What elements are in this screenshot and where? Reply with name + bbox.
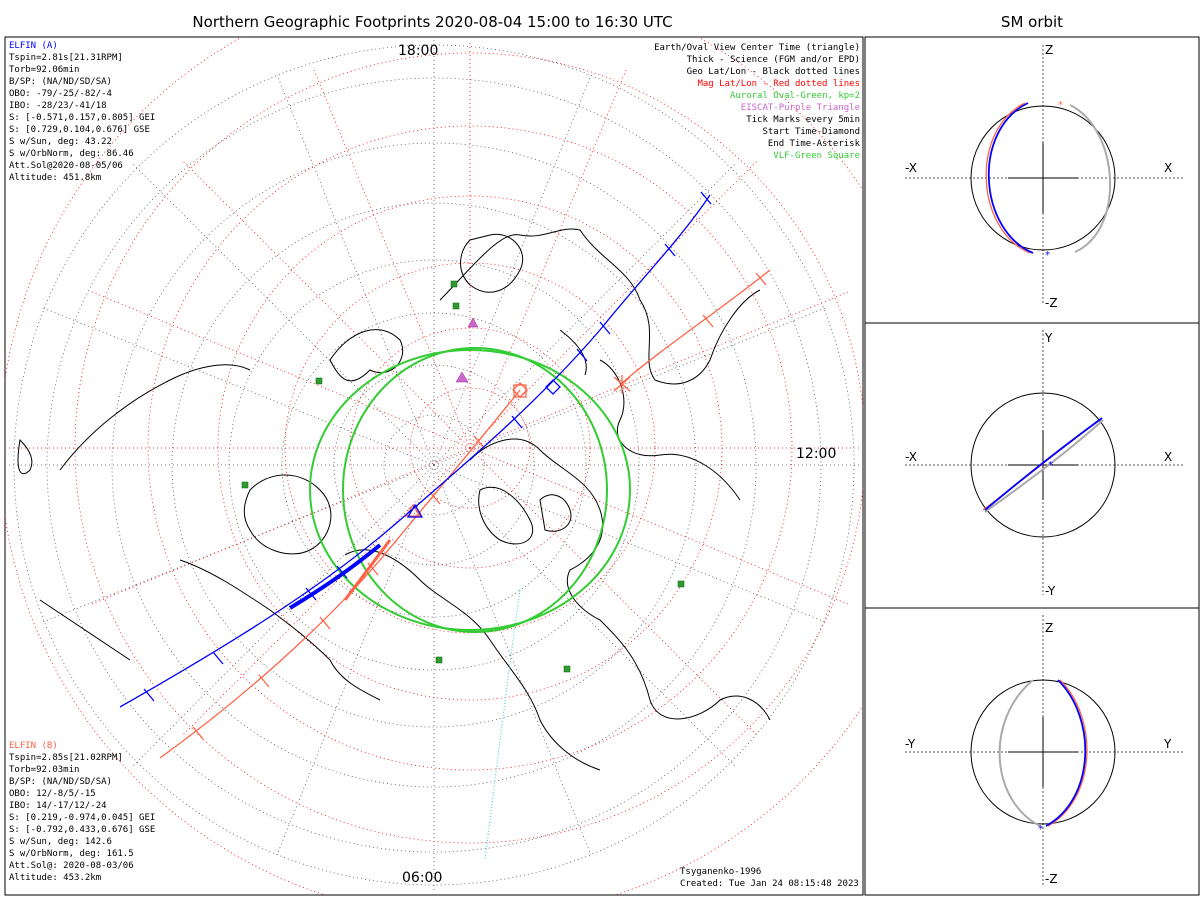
elfin-a-line: S w/Sun, deg: 43.22: [9, 137, 112, 147]
orbit-panel-xz: * *: [905, 45, 1185, 305]
elfin-b-line: Att.Sol@: 2020-08-03/06: [9, 861, 134, 871]
panel2-top-label: Y: [1045, 331, 1053, 345]
panel1-right-label: X: [1164, 161, 1173, 175]
mag-longitude-grid: [8, 40, 860, 737]
created-label: Created: Tue Jan 24 08:15:48 2023: [680, 879, 859, 889]
elfin-b-info: ELFIN (B) Tspin=2.85s[21.02RPM] Torb=92.…: [9, 740, 155, 884]
elfin-b-line: OBO: 12/-8/5/-15: [9, 789, 96, 799]
elfin-b-line: S w/OrbNorm, deg: 161.5: [9, 849, 134, 859]
footer: Tsyganenko-1996 Created: Tue Jan 24 08:1…: [680, 866, 859, 890]
elfin-a-track: [119, 191, 712, 708]
elfin-b-name: ELFIN (B): [9, 741, 58, 751]
panel3-top-label: Z: [1045, 621, 1054, 635]
panel3-bottom-label: -Z: [1045, 872, 1058, 886]
eiscat-triangles: [455, 317, 479, 383]
elfin-b-track: [159, 269, 771, 759]
elfin-b-line: S: [-0.792,0.433,0.676] GSE: [9, 825, 156, 835]
elfin-b-line: S w/Sun, deg: 142.6: [9, 837, 112, 847]
elfin-a-ticks: [143, 191, 712, 702]
svg-text:*: *: [1048, 460, 1053, 471]
elfin-a-line: S w/OrbNorm, deg: 86.46: [9, 149, 134, 159]
panel3-left-label: -Y: [905, 737, 916, 751]
elfin-b-end-asterisk: [613, 375, 631, 393]
elfin-a-line: Torb=92.06min: [9, 65, 80, 75]
elfin-b-view-marker: [513, 384, 527, 398]
legend-item: VLF-Green Square: [773, 151, 860, 161]
elfin-a-center-triangle: [406, 503, 424, 518]
main-title: Northern Geographic Footprints 2020-08-0…: [192, 13, 673, 31]
legend-item: Thick - Science (FGM and/or EPD): [686, 55, 860, 65]
elfin-b-ticks: [192, 272, 767, 740]
elfin-a-line: OBO: -79/-25/-82/-4: [9, 89, 112, 99]
elfin-a-line: Att.Sol@2020-08-05/06: [9, 161, 123, 171]
elfin-b-line: B/SP: (NA/ND/SD/SA): [9, 777, 112, 787]
legend: Earth/Oval View Center Time (triangle) T…: [654, 42, 860, 162]
panel2-left-label: -X: [905, 450, 917, 464]
elfin-a-start-diamond: [545, 379, 561, 395]
time-label-right: 12:00: [796, 446, 837, 462]
legend-item: Tick Marks every 5min: [746, 115, 860, 125]
panel1-bottom-label: -Z: [1045, 296, 1058, 310]
svg-text:*: *: [1038, 824, 1043, 835]
vlf-stations: [241, 280, 685, 673]
orbit-panel-yz: *: [905, 615, 1185, 885]
elfin-b-line: IBO: 14/-17/12/-24: [9, 801, 107, 811]
panel1-top-label: Z: [1045, 43, 1054, 57]
orbit-frame: [864, 36, 1200, 896]
elfin-b-line: Torb=92.03min: [9, 765, 80, 775]
svg-text:*: *: [1058, 100, 1063, 111]
legend-item: Geo Lat/Lon - Black dotted lines: [686, 67, 860, 77]
geo-longitude-grid: [8, 40, 860, 890]
legend-item: Start Time-Diamond: [762, 127, 860, 137]
cyan-dotted-track: [484, 589, 521, 861]
panel3-right-label: Y: [1164, 737, 1172, 751]
elfin-b-line: S: [0.219,-0.974,0.045] GEI: [9, 813, 156, 823]
model-label: Tsyganenko-1996: [680, 867, 762, 877]
elfin-a-line: IBO: -28/23/-41/18: [9, 101, 107, 111]
elfin-a-line: S: [-0.571,0.157,0.805] GEI: [9, 113, 156, 123]
panel2-bottom-label: -Y: [1045, 584, 1056, 598]
legend-item: EISCAT-Purple Triangle: [740, 103, 860, 113]
elfin-b-line: Altitude: 453.2km: [9, 873, 102, 883]
legend-item: Earth/Oval View Center Time (triangle): [654, 43, 860, 53]
time-label-bottom: 06:00: [402, 870, 443, 886]
panel2-right-label: X: [1164, 450, 1173, 464]
elfin-a-name: ELFIN (A): [9, 41, 58, 51]
map-frame: [4, 36, 864, 896]
time-label-top: 18:00: [398, 43, 439, 59]
elfin-a-line: B/SP: (NA/ND/SD/SA): [9, 77, 112, 87]
svg-text:*: *: [1045, 250, 1050, 261]
legend-item: Auroral Oval-Green, kp=2: [729, 91, 860, 101]
elfin-a-line: S: [0.729,0.104,0.676] GSE: [9, 125, 150, 135]
orbit-panel-xy: *: [905, 330, 1185, 595]
elfin-a-line: Tspin=2.81s[21.31RPM]: [9, 53, 123, 63]
legend-item: Mag Lat/Lon - Red dotted lines: [697, 79, 860, 89]
panel1-left-label: -X: [905, 161, 917, 175]
elfin-b-center-triangle: [404, 503, 422, 517]
polar-map: [5, 37, 863, 895]
elfin-a-info: ELFIN (A) Tspin=2.81s[21.31RPM] Torb=92.…: [9, 40, 155, 184]
orbit-title: SM orbit: [1000, 13, 1064, 31]
elfin-a-line: Altitude: 451.8km: [9, 173, 102, 183]
coastlines: [17, 228, 771, 771]
legend-item: End Time-Asterisk: [767, 139, 860, 149]
auroral-oval: [309, 347, 631, 633]
elfin-b-line: Tspin=2.85s[21.02RPM]: [9, 753, 123, 763]
